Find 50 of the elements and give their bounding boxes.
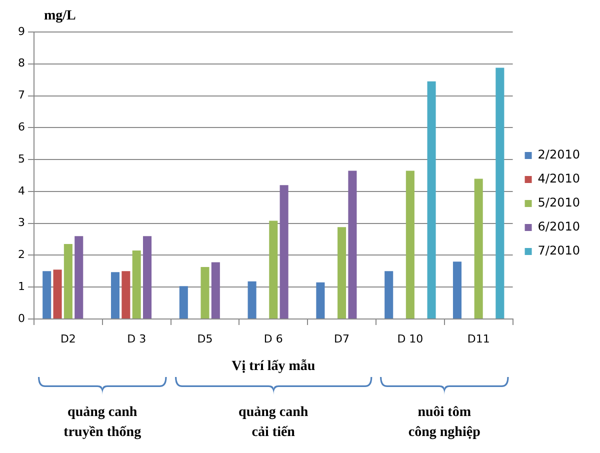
y-tick-label: 5 [18, 152, 25, 166]
x-tick-label: D7 [334, 332, 350, 346]
bar [53, 270, 62, 318]
bar [269, 220, 278, 318]
bar [338, 227, 346, 318]
x-tick-label: D 6 [264, 332, 283, 346]
x-axis-title: Vị trí lấy mẫu [232, 359, 316, 374]
bar [122, 271, 130, 318]
x-tick-label: D2 [60, 332, 76, 346]
y-tick-label: 2 [18, 248, 25, 262]
bar [316, 282, 325, 318]
bar [211, 262, 220, 318]
x-tick-label: D 10 [397, 332, 424, 346]
legend-label: 7/2010 [538, 244, 580, 258]
bar [132, 250, 141, 318]
bar [248, 281, 256, 318]
x-tick-label: D11 [467, 332, 490, 346]
bar [452, 262, 462, 318]
legend-label: 2/2010 [538, 148, 580, 162]
text: nuôi tôm công nghiệp [407, 404, 482, 442]
y-tick-label: 4 [18, 184, 25, 198]
bar [200, 267, 210, 318]
text: quảng canh cải tiến [238, 404, 310, 442]
y-axis-title: mg/L [44, 8, 76, 24]
y-tick-label: 0 [18, 312, 25, 325]
bar [496, 68, 504, 318]
bar [348, 170, 357, 318]
legend-label: 6/2010 [538, 220, 580, 234]
x-tick-label: D 3 [127, 332, 146, 346]
bar [280, 185, 288, 318]
legend-label: 4/2010 [538, 172, 580, 186]
bar [406, 170, 414, 318]
bar [384, 271, 394, 318]
y-tick-label: 3 [18, 216, 25, 230]
bar [427, 81, 436, 318]
bar [42, 271, 52, 318]
text: quảng canh truyền thống [62, 404, 142, 442]
bar [64, 244, 72, 318]
legend-label: 5/2010 [538, 196, 580, 210]
y-tick-label: 6 [18, 120, 25, 134]
bar [74, 236, 84, 318]
y-tick-label: 8 [18, 56, 25, 70]
y-tick-label: 7 [18, 88, 25, 102]
bar [474, 178, 483, 318]
bar [110, 272, 120, 318]
x-tick-label: D5 [197, 332, 213, 346]
bar [179, 286, 188, 318]
bar [143, 236, 152, 318]
y-tick-label: 1 [18, 280, 25, 293]
y-tick-label: 9 [18, 24, 25, 38]
